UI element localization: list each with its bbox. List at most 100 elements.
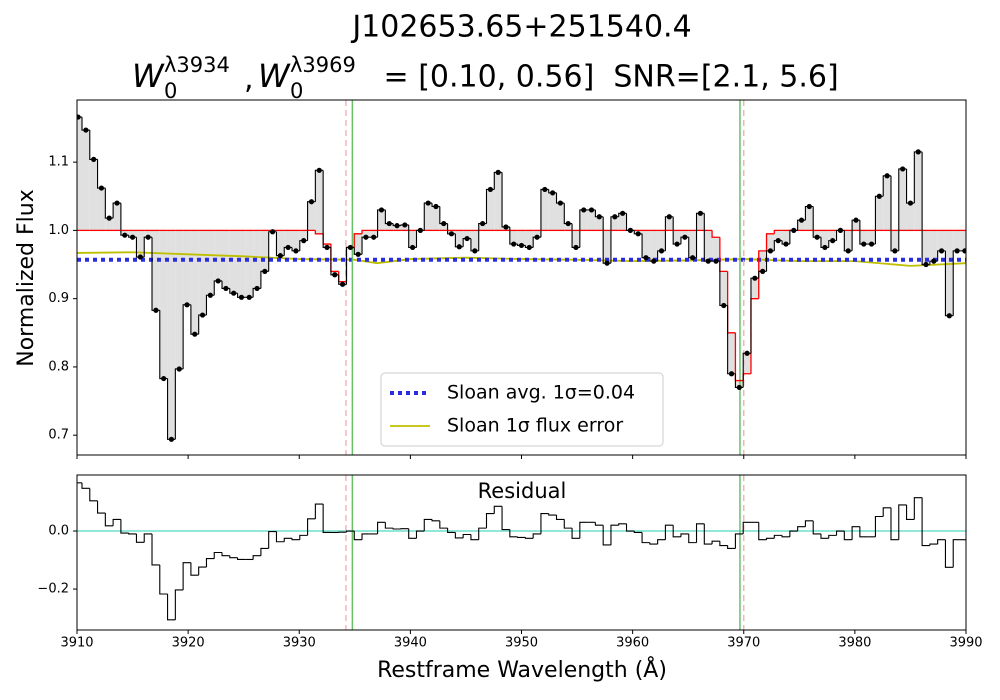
flux-fill [260, 230, 269, 272]
residual-step [828, 534, 837, 539]
residual-step [789, 530, 798, 537]
flux-point [176, 366, 182, 372]
residual-step [905, 504, 915, 520]
flux-fill [758, 250, 767, 272]
flux-point [402, 222, 408, 228]
flux-point [557, 200, 563, 206]
flux-fill [284, 230, 293, 248]
flux-fill [307, 201, 316, 231]
flux-fill [595, 216, 604, 231]
legend: Sloan avg. 1σ=0.04 Sloan 1σ flux error [380, 372, 664, 447]
model-step [765, 233, 775, 251]
flux-fill [797, 220, 806, 231]
flux-point [339, 281, 346, 287]
y-axis-label: Normalized Flux [14, 189, 39, 366]
x-tick-label: 3940 [394, 636, 427, 651]
flux-point [122, 232, 128, 238]
flux-point [534, 234, 540, 240]
residual-step [97, 500, 106, 514]
x-tick-label: 3950 [505, 636, 538, 651]
flux-fill [362, 230, 370, 238]
flux-point [129, 234, 136, 240]
residual-step [135, 533, 145, 543]
flux-point [861, 241, 867, 247]
residual-step [859, 526, 868, 538]
flux-fill [144, 230, 153, 238]
flux-point [207, 292, 213, 298]
flux-point [223, 285, 229, 292]
residual-step [882, 507, 891, 517]
flux-fill [610, 216, 619, 231]
flux-step [174, 368, 184, 440]
residual-step [719, 541, 728, 547]
flux-fill [579, 209, 588, 231]
flux-point [503, 224, 509, 230]
residual-step [688, 533, 697, 544]
flux-fill [128, 230, 137, 238]
flux-point [246, 294, 252, 300]
residual-step [672, 525, 681, 538]
residual-step [182, 562, 191, 590]
residual-step [143, 533, 153, 543]
flux-fill [77, 117, 83, 231]
flux-fill [953, 230, 961, 251]
flux-fill [82, 130, 90, 231]
residual-step [377, 521, 386, 534]
residual-step [478, 527, 487, 540]
model-step [353, 233, 363, 248]
flux-point [682, 234, 688, 240]
residual-step [159, 564, 168, 595]
residual-step [322, 504, 331, 534]
residual-step [408, 528, 417, 539]
flux-fill [533, 230, 541, 238]
model-step [711, 230, 720, 238]
residual-step [493, 505, 503, 514]
residual-step [501, 506, 510, 531]
subtitle-part: = [0.10, 0.56] SNR=[2.1, 5.6] [374, 60, 839, 95]
flux-fill [183, 230, 191, 305]
flux-point [215, 278, 221, 284]
flux-point [596, 214, 602, 220]
residual-step [711, 540, 720, 545]
flux-fill [859, 230, 868, 245]
residual-step [128, 533, 137, 535]
flux-point [293, 248, 299, 254]
flux-step [563, 203, 573, 225]
flux-fill [673, 230, 681, 245]
residual-step [843, 531, 853, 541]
flux-step [198, 314, 207, 335]
flux-point [588, 207, 595, 213]
flux-fill [400, 224, 409, 231]
subtitle-part: W [258, 57, 291, 95]
flux-fill [229, 230, 238, 294]
flux-fill [245, 230, 254, 298]
subtitle-part: λ3969 [290, 53, 356, 77]
flux-point [394, 223, 400, 229]
flux-fill [432, 206, 440, 231]
residual-step [944, 539, 954, 568]
residual-step [898, 504, 907, 540]
flux-point [137, 254, 143, 260]
model-step [361, 229, 370, 234]
residual-step [618, 523, 627, 526]
residual-step [773, 534, 783, 539]
flux-point [806, 203, 812, 210]
x-tick-label: 3990 [949, 636, 982, 651]
flux-point [285, 244, 291, 251]
flux-step [322, 170, 331, 249]
chart-title: J102653.65+251540.4 [350, 10, 691, 45]
flux-point [915, 149, 921, 155]
residual-step [237, 557, 246, 561]
flux-fill [766, 233, 775, 251]
top-plot [77, 100, 966, 455]
residual-step [812, 520, 821, 535]
legend-box [380, 372, 664, 447]
flux-point [923, 261, 929, 268]
flux-point [853, 217, 859, 223]
flux-point [192, 331, 198, 337]
flux-fill [820, 230, 829, 248]
residual-step [703, 523, 713, 545]
flux-point [775, 238, 781, 244]
flux-step [104, 188, 114, 219]
residual-step [283, 537, 293, 542]
